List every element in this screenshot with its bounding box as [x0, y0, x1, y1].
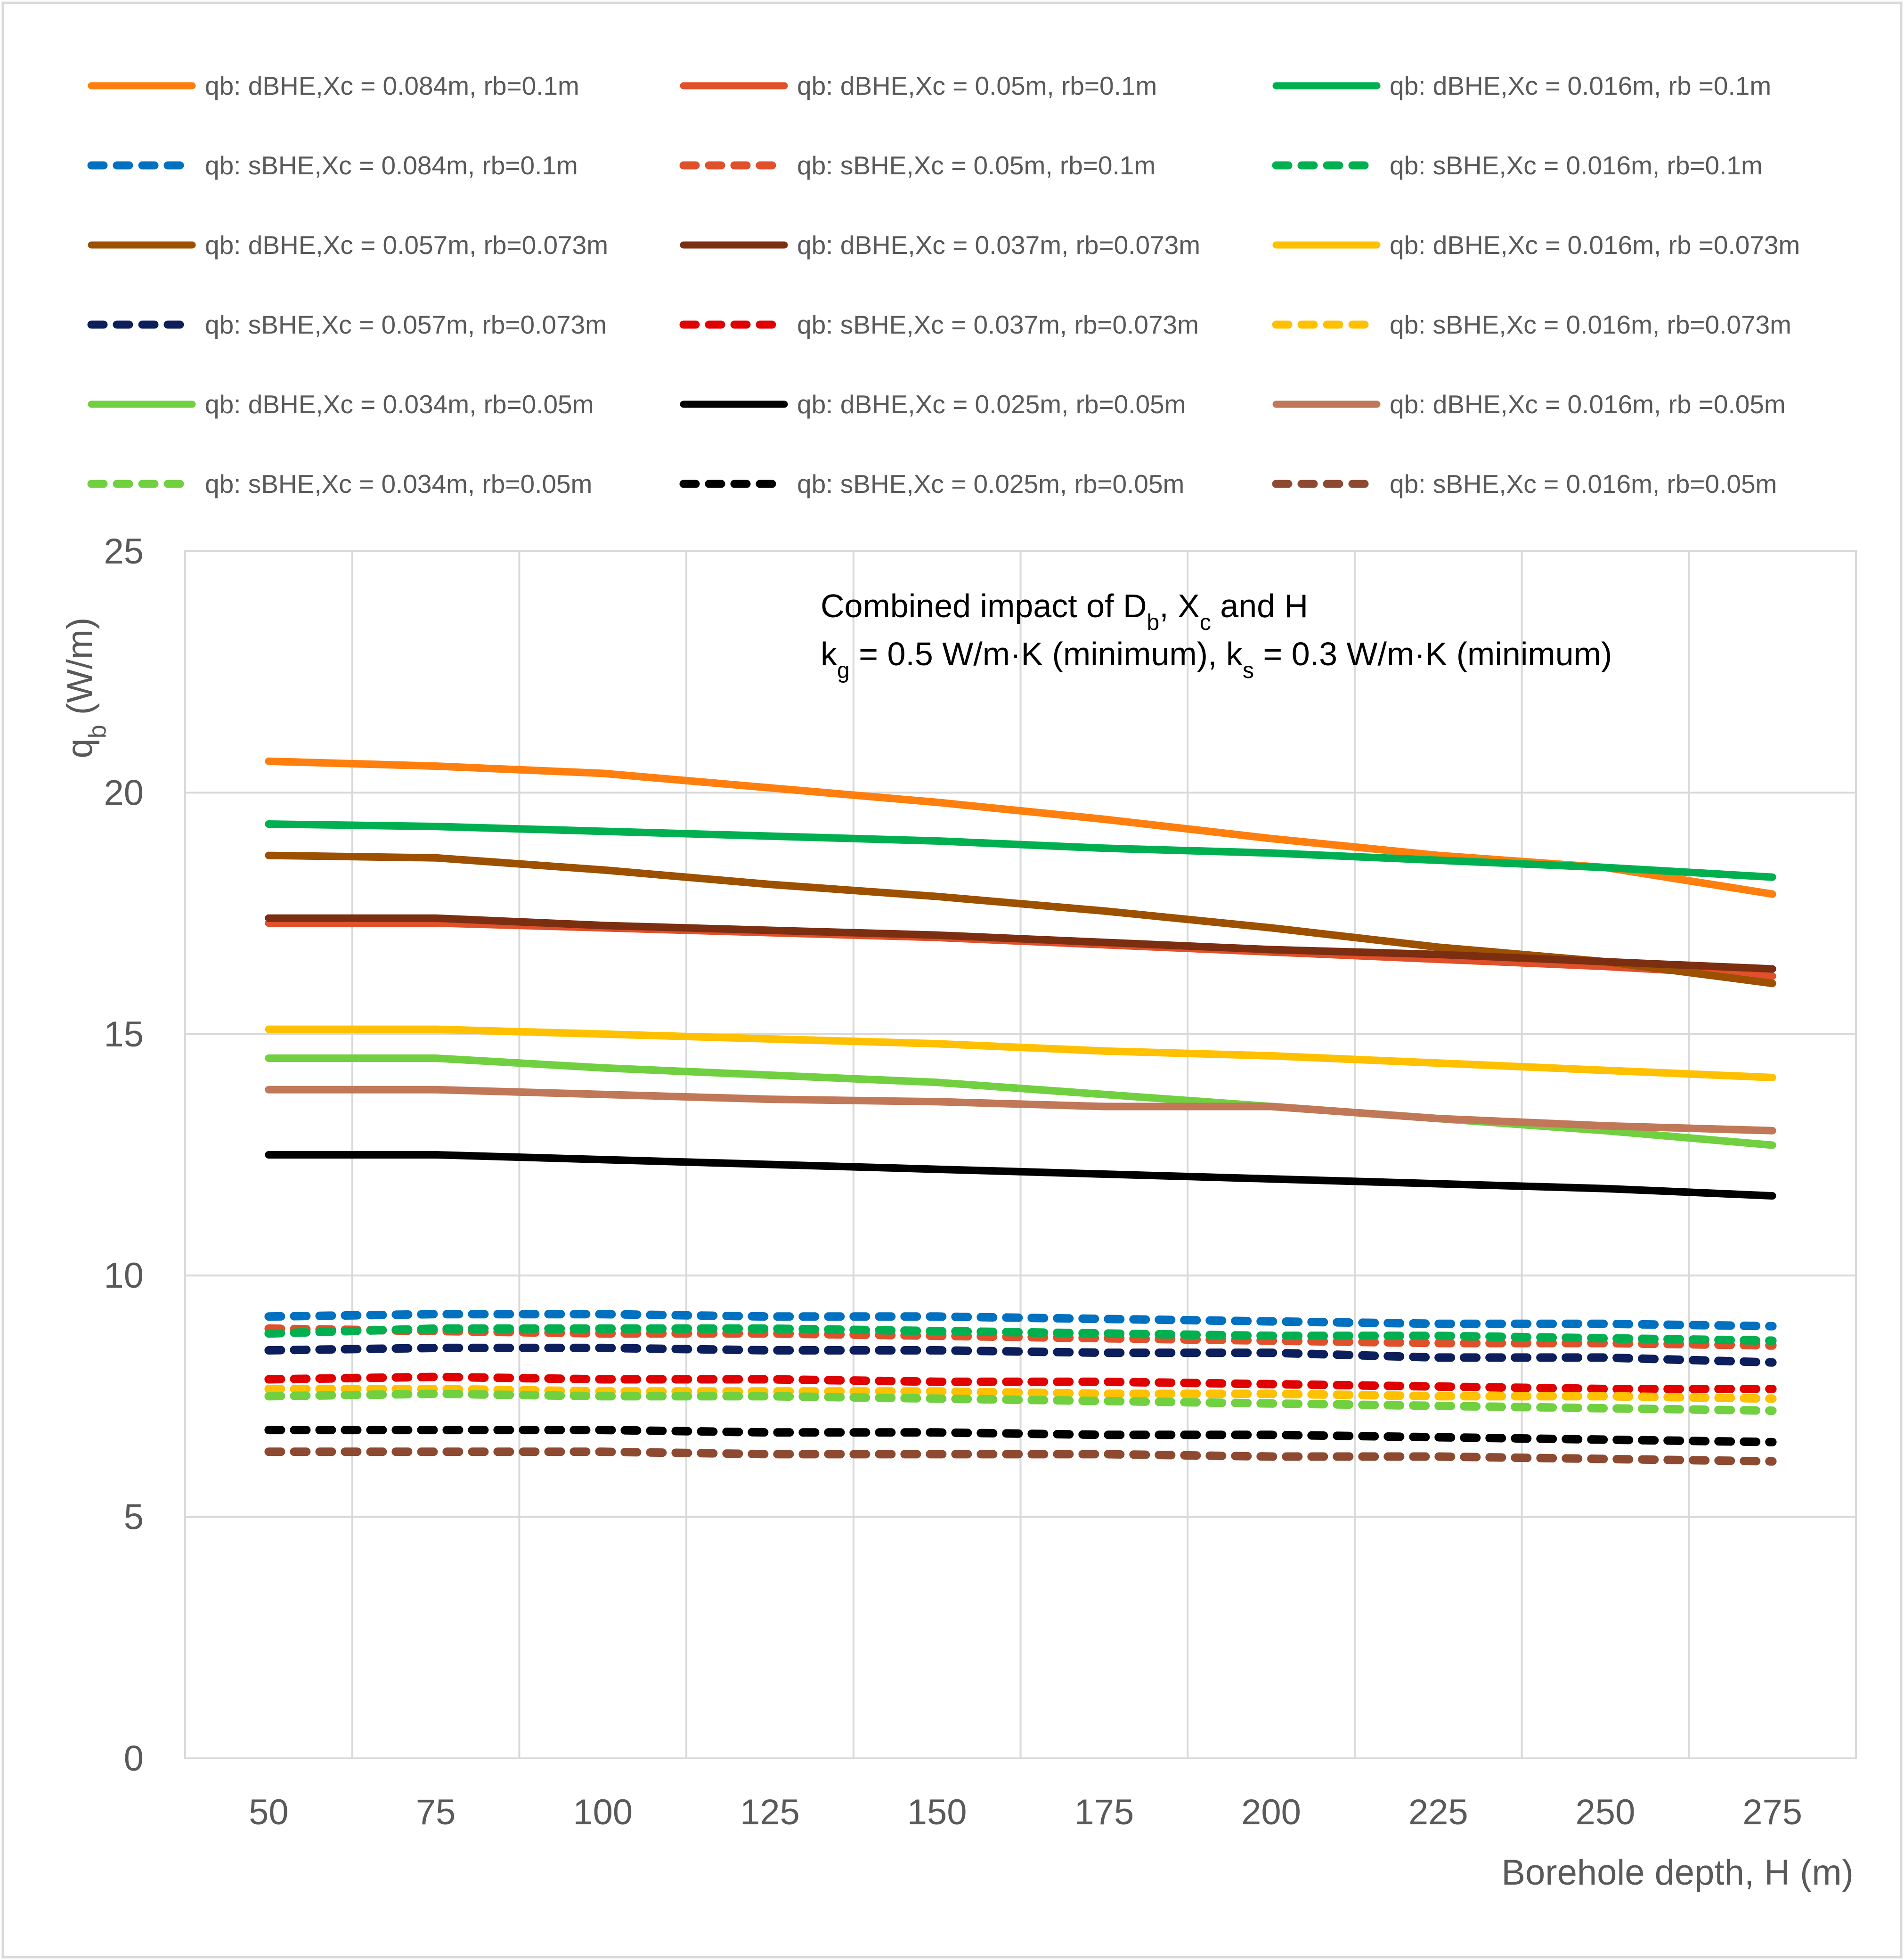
annotation-line-1: Combined impact of Db, Xc and H: [821, 588, 1308, 635]
legend-label-9: qb: dBHE,Xc = 0.016m, rb =0.073m: [1390, 230, 1800, 260]
y-tick-label: 15: [104, 1014, 144, 1054]
annot-l1-c: , X: [1159, 588, 1200, 624]
legend-label-11: qb: sBHE,Xc = 0.037m, rb=0.073m: [797, 310, 1199, 339]
annot-l2-b: g: [837, 658, 850, 683]
x-tick-label: 250: [1576, 1792, 1635, 1832]
y-tick-label: 10: [104, 1256, 144, 1296]
x-tick-label: 225: [1408, 1792, 1468, 1832]
series-line-12: [264, 1385, 1777, 1403]
legend-label-10: qb: sBHE,Xc = 0.057m, rb=0.073m: [205, 310, 607, 339]
legend-label-15: qb: dBHE,Xc = 0.016m, rb =0.05m: [1390, 390, 1786, 419]
legend-label-4: qb: sBHE,Xc = 0.084m, rb=0.1m: [205, 151, 578, 180]
legend-label-7: qb: dBHE,Xc = 0.057m, rb=0.073m: [205, 230, 608, 260]
annot-l1-b: b: [1147, 610, 1160, 635]
y-tick-label: 0: [124, 1739, 144, 1779]
annotation-line-2: kg = 0.5 W/m·K (minimum), ks = 0.3 W/m·K…: [821, 636, 1612, 683]
annot-l2-a: k: [821, 636, 838, 672]
x-axis-title: Borehole depth, H (m): [1501, 1853, 1854, 1893]
legend-label-13: qb: dBHE,Xc = 0.034m, rb=0.05m: [205, 390, 594, 419]
x-axis-ticks: 50 75 100 125 150 175 200 225 250 275: [249, 1792, 1802, 1832]
series-line-4: [264, 1310, 1777, 1331]
series-line-8: [265, 914, 1776, 973]
series-line-15: [265, 1086, 1776, 1135]
annot-l2-d: s: [1243, 658, 1254, 683]
x-tick-label: 200: [1241, 1792, 1301, 1832]
y-tick-label: 5: [124, 1497, 144, 1537]
annot-l1-e: and H: [1211, 588, 1308, 624]
series-line-6: [264, 1324, 1777, 1345]
legend-label-16: qb: sBHE,Xc = 0.034m, rb=0.05m: [205, 469, 592, 498]
series-line-10: [264, 1343, 1777, 1367]
legend-label-18: qb: sBHE,Xc = 0.016m, rb=0.05m: [1390, 469, 1777, 498]
x-tick-label: 175: [1074, 1792, 1134, 1832]
y-tick-label: 25: [104, 531, 144, 572]
x-tick-label: 75: [416, 1792, 456, 1832]
legend-label-14: qb: dBHE,Xc = 0.025m, rb=0.05m: [797, 390, 1186, 419]
legend: qb: dBHE,Xc = 0.084m, rb=0.1m qb: dBHE,Xc…: [87, 71, 1800, 498]
y-axis-title: qb (W/m): [60, 617, 111, 758]
series-line-17: [264, 1426, 1777, 1446]
legend-label-5: qb: sBHE,Xc = 0.05m, rb=0.1m: [797, 151, 1155, 180]
legend-label-12: qb: sBHE,Xc = 0.016m, rb=0.073m: [1390, 310, 1791, 339]
x-tick-label: 275: [1742, 1792, 1802, 1832]
x-tick-label: 100: [573, 1792, 633, 1832]
y-axis-title-sub: b: [84, 725, 111, 738]
legend-label-8: qb: dBHE,Xc = 0.037m, rb=0.073m: [797, 230, 1200, 260]
series-line-11: [264, 1372, 1777, 1393]
series-line-16: [264, 1389, 1777, 1415]
plot-area-border: [184, 550, 1857, 1759]
legend-label-6: qb: sBHE,Xc = 0.016m, rb=0.1m: [1390, 151, 1763, 180]
series-line-3: [265, 820, 1776, 881]
y-axis-ticks: 0 5 10 15 20 25: [104, 531, 144, 1779]
y-axis-title-unit: (W/m): [60, 617, 100, 725]
x-tick-label: 50: [249, 1792, 289, 1832]
annot-l2-e: = 0.3 W/m·K (minimum): [1254, 636, 1612, 672]
x-tick-label: 125: [740, 1792, 800, 1832]
series-line-9: [265, 1025, 1776, 1081]
annot-l1-a: Combined impact of D: [821, 588, 1147, 624]
series-line-18: [264, 1447, 1777, 1466]
series-line-14: [265, 1151, 1776, 1200]
x-tick-label: 150: [907, 1792, 967, 1832]
y-axis-title-main: q: [60, 738, 100, 758]
legend-label-17: qb: sBHE,Xc = 0.025m, rb=0.05m: [797, 469, 1184, 498]
legend-label-2: qb: dBHE,Xc = 0.05m, rb=0.1m: [797, 71, 1157, 100]
annot-l2-c: = 0.5 W/m·K (minimum), k: [850, 636, 1243, 672]
legend-label-1: qb: dBHE,Xc = 0.084m, rb=0.1m: [205, 71, 579, 100]
legend-label-3: qb: dBHE,Xc = 0.016m, rb =0.1m: [1390, 71, 1771, 100]
y-tick-label: 20: [104, 773, 144, 813]
annot-l1-d: c: [1200, 610, 1211, 635]
series-layer: [264, 757, 1777, 1466]
series-line-5: [264, 1324, 1777, 1350]
